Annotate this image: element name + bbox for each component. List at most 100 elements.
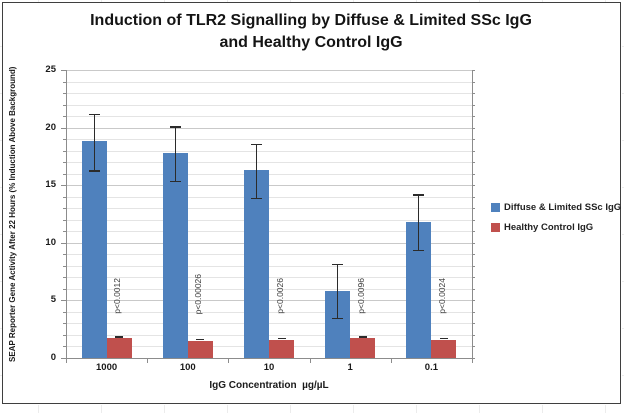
y-axis-tick xyxy=(63,277,66,279)
y-tick-label: 5 xyxy=(50,294,56,306)
y-axis-tick xyxy=(472,196,475,198)
bar-healthy-control-igg xyxy=(106,338,132,358)
gridline xyxy=(66,81,472,83)
gridline xyxy=(66,219,472,221)
worksheet-gridline xyxy=(622,187,624,188)
gridline xyxy=(66,265,472,267)
p-value-label: p<0.00026 xyxy=(193,273,204,314)
gridline xyxy=(66,196,472,198)
worksheet-gridline xyxy=(0,187,2,188)
bar-diffuse-limited-ssc-igg xyxy=(162,152,188,358)
error-bar-cap-top xyxy=(413,194,425,196)
p-value-label: p<0.0024 xyxy=(436,278,447,314)
error-bar-line xyxy=(337,263,339,318)
error-bar-line xyxy=(256,143,257,198)
plot-right-border xyxy=(472,70,473,358)
y-axis-tick xyxy=(63,208,66,210)
worksheet-gridline xyxy=(622,375,624,376)
error-bar-line xyxy=(93,113,95,171)
worksheet-gridline xyxy=(0,234,2,235)
y-axis-tick xyxy=(63,116,66,118)
x-tick-label: 1000 xyxy=(96,362,118,373)
gridline xyxy=(66,185,472,187)
gridline xyxy=(66,162,472,164)
legend-swatch xyxy=(491,223,500,232)
worksheet-gridline xyxy=(0,140,2,141)
y-axis-tick xyxy=(472,311,475,313)
plot-area: p<0.0012 p<0.00026 p<0.0026 p<0.0096 p<0.002… xyxy=(66,70,473,358)
chart-title-line1: Induction of TLR2 Signalling by Diffuse … xyxy=(90,12,532,29)
x-axis-tick xyxy=(66,358,67,363)
y-axis-tick xyxy=(472,242,475,244)
y-tick-label: 0 xyxy=(50,352,56,363)
worksheet-gridline xyxy=(416,0,417,2)
gridline xyxy=(66,254,472,256)
y-axis-tick xyxy=(63,231,66,233)
y-axis-tick xyxy=(472,323,475,325)
y-axis-tick xyxy=(472,231,475,233)
x-axis-tick xyxy=(228,358,230,363)
error-bar-cap-bottom xyxy=(413,249,425,252)
x-axis-tick xyxy=(309,358,311,363)
legend-label: Diffuse & Limited SSc IgG xyxy=(504,202,622,213)
worksheet-gridline xyxy=(542,0,543,2)
y-axis-tick xyxy=(61,127,66,129)
chart-title-line2: and Healthy Control IgG xyxy=(219,34,403,51)
y-axis-tick xyxy=(472,277,475,279)
gridline xyxy=(66,242,472,244)
x-tick-label: 0.1 xyxy=(424,362,438,373)
gridline xyxy=(66,231,472,233)
worksheet-gridline xyxy=(605,405,606,413)
y-axis-tick xyxy=(61,70,66,71)
y-axis-line xyxy=(66,70,67,359)
y-axis-tick xyxy=(472,288,475,290)
y-tick-label: 20 xyxy=(45,121,56,133)
x-tick-label: 100 xyxy=(179,362,196,373)
gridline xyxy=(66,323,472,325)
gridline xyxy=(66,93,472,95)
error-bar-cap-bottom xyxy=(88,170,100,172)
p-value-label: p<0.0096 xyxy=(355,278,366,314)
y-axis-tick xyxy=(63,323,66,325)
error-bar-cap-top xyxy=(88,113,100,116)
x-axis-title: IgG Concentration µg/µL xyxy=(209,380,329,391)
worksheet-gridline xyxy=(0,93,2,94)
y-axis-tick xyxy=(472,104,475,106)
y-axis-tick xyxy=(472,139,475,141)
legend-item: Diffuse & Limited SSc IgG xyxy=(491,202,621,213)
error-bar-cap-red xyxy=(358,336,367,338)
y-axis-tick xyxy=(63,173,66,175)
gridline xyxy=(66,70,472,71)
y-axis-tick xyxy=(472,127,475,129)
bar-diffuse-limited-ssc-igg xyxy=(81,141,107,358)
y-axis-tick xyxy=(472,70,475,71)
error-bar-cap-bottom xyxy=(169,180,181,183)
y-axis-tick xyxy=(472,162,475,164)
legend-label: Healthy Control IgG xyxy=(504,222,594,233)
y-axis-tick xyxy=(472,150,475,152)
x-axis-tick xyxy=(390,358,392,363)
gridline xyxy=(66,288,472,290)
y-axis-tick xyxy=(63,139,66,141)
x-axis-tick xyxy=(147,358,149,363)
worksheet-gridline xyxy=(605,0,606,2)
y-axis-tick xyxy=(472,81,475,83)
y-axis-tick xyxy=(472,254,475,256)
y-axis-tick xyxy=(63,162,66,164)
y-axis-tick xyxy=(63,81,66,83)
error-bar-cap-red xyxy=(115,336,124,338)
y-axis-tick xyxy=(63,150,66,152)
error-bar-cap-top xyxy=(169,126,181,128)
y-axis-tick xyxy=(472,334,475,336)
y-axis-tick xyxy=(63,196,66,198)
y-axis-tick xyxy=(472,358,475,359)
worksheet-gridline xyxy=(416,405,417,413)
error-bar-cap-bottom xyxy=(332,317,344,320)
y-axis-tick xyxy=(63,93,66,95)
y-axis-tick xyxy=(472,346,475,348)
y-axis-tick xyxy=(61,358,66,359)
y-axis-tick xyxy=(63,346,66,348)
y-axis-tick xyxy=(472,300,475,302)
y-axis-tick xyxy=(472,185,475,187)
